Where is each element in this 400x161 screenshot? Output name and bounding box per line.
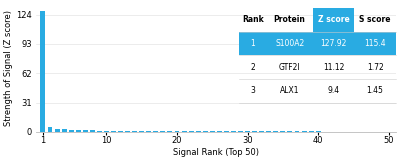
Text: 1.45: 1.45 xyxy=(367,86,384,95)
Y-axis label: Strength of Signal (Z score): Strength of Signal (Z score) xyxy=(4,10,13,126)
Bar xyxy=(288,131,292,132)
X-axis label: Signal Rank (Top 50): Signal Rank (Top 50) xyxy=(173,148,259,157)
Bar xyxy=(76,130,81,132)
Bar xyxy=(189,131,194,132)
Text: 1.72: 1.72 xyxy=(367,63,384,72)
Bar xyxy=(83,130,88,132)
Bar xyxy=(266,131,271,132)
Text: 3: 3 xyxy=(250,86,255,95)
Text: 127.92: 127.92 xyxy=(320,39,347,48)
Text: Z score: Z score xyxy=(318,15,350,24)
Bar xyxy=(125,131,130,132)
Bar xyxy=(62,129,66,132)
Bar xyxy=(139,131,144,132)
Text: 115.4: 115.4 xyxy=(364,39,386,48)
Bar xyxy=(69,130,74,132)
Bar xyxy=(203,131,208,132)
Bar xyxy=(97,131,102,132)
Text: 9.4: 9.4 xyxy=(328,86,340,95)
Bar xyxy=(245,131,250,132)
Bar xyxy=(132,131,137,132)
Bar xyxy=(104,131,109,132)
Bar xyxy=(174,131,180,132)
Bar xyxy=(118,131,123,132)
Bar xyxy=(313,8,354,32)
Bar xyxy=(238,131,243,132)
Bar xyxy=(153,131,158,132)
Text: GTF2I: GTF2I xyxy=(279,63,300,72)
Text: 2: 2 xyxy=(250,63,255,72)
Text: 1: 1 xyxy=(250,39,255,48)
Bar xyxy=(182,131,186,132)
Text: Protein: Protein xyxy=(274,15,306,24)
Bar xyxy=(217,131,222,132)
Bar xyxy=(54,129,60,132)
Bar xyxy=(280,131,285,132)
Bar xyxy=(48,127,52,132)
Bar xyxy=(224,131,229,132)
Bar xyxy=(273,131,278,132)
Bar xyxy=(160,131,165,132)
Bar xyxy=(168,131,172,132)
Bar xyxy=(231,131,236,132)
Bar xyxy=(90,130,95,132)
Bar xyxy=(146,131,151,132)
Bar xyxy=(196,131,201,132)
Text: S score: S score xyxy=(359,15,391,24)
Bar xyxy=(111,131,116,132)
Text: Rank: Rank xyxy=(242,15,264,24)
Text: ALX1: ALX1 xyxy=(280,86,299,95)
Text: 11.12: 11.12 xyxy=(323,63,344,72)
Bar xyxy=(210,131,215,132)
Text: S100A2: S100A2 xyxy=(275,39,304,48)
Bar xyxy=(239,32,396,55)
Bar xyxy=(259,131,264,132)
Bar xyxy=(252,131,257,132)
Bar xyxy=(40,11,45,132)
